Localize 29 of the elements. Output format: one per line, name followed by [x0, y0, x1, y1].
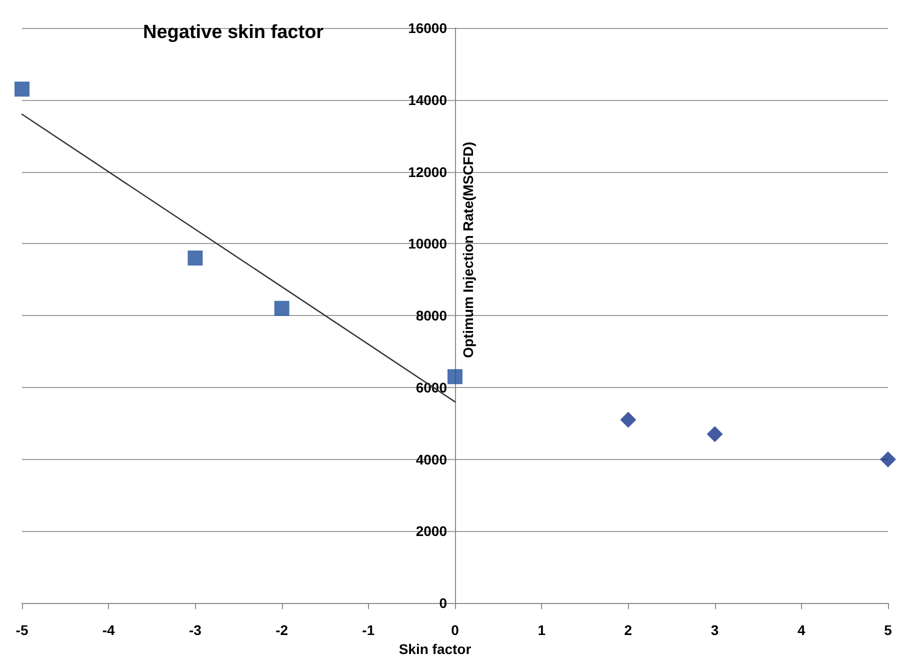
- y-tick-label: 16000: [408, 20, 448, 36]
- y-axis-title: Optimum Injection Rate(MSCFD): [460, 142, 476, 358]
- point: [620, 412, 636, 428]
- point: [274, 300, 290, 316]
- x-tick-label: 5: [884, 622, 892, 638]
- y-tick-label: 2000: [416, 523, 448, 540]
- x-tick-label: 0: [451, 622, 460, 638]
- y-tick-label: 12000: [408, 164, 448, 180]
- point: [448, 369, 462, 384]
- point: [188, 250, 203, 266]
- point: [706, 426, 723, 442]
- x-tick-label: -1: [362, 622, 375, 638]
- x-tick-label: 1: [538, 622, 546, 638]
- x-tick-label: -4: [102, 622, 116, 638]
- x-tick-label: -2: [276, 622, 288, 638]
- y-tick-label: 8000: [416, 308, 448, 324]
- y-tick-label: 0: [439, 595, 448, 612]
- point: [14, 82, 30, 97]
- x-axis-title: Skin factor: [398, 641, 472, 657]
- x-tick-label: 3: [710, 622, 719, 638]
- point: [880, 451, 896, 468]
- x-tick-label: 2: [624, 622, 632, 638]
- x-tick-label: -5: [16, 622, 28, 638]
- x-tick-label: -3: [188, 622, 202, 638]
- y-tick-label: 4000: [416, 451, 448, 468]
- y-tick-label: 10000: [408, 236, 448, 252]
- chart-title: Negative skin factor: [143, 22, 324, 43]
- x-tick-label: 4: [798, 622, 806, 638]
- y-tick-label: 14000: [408, 92, 448, 108]
